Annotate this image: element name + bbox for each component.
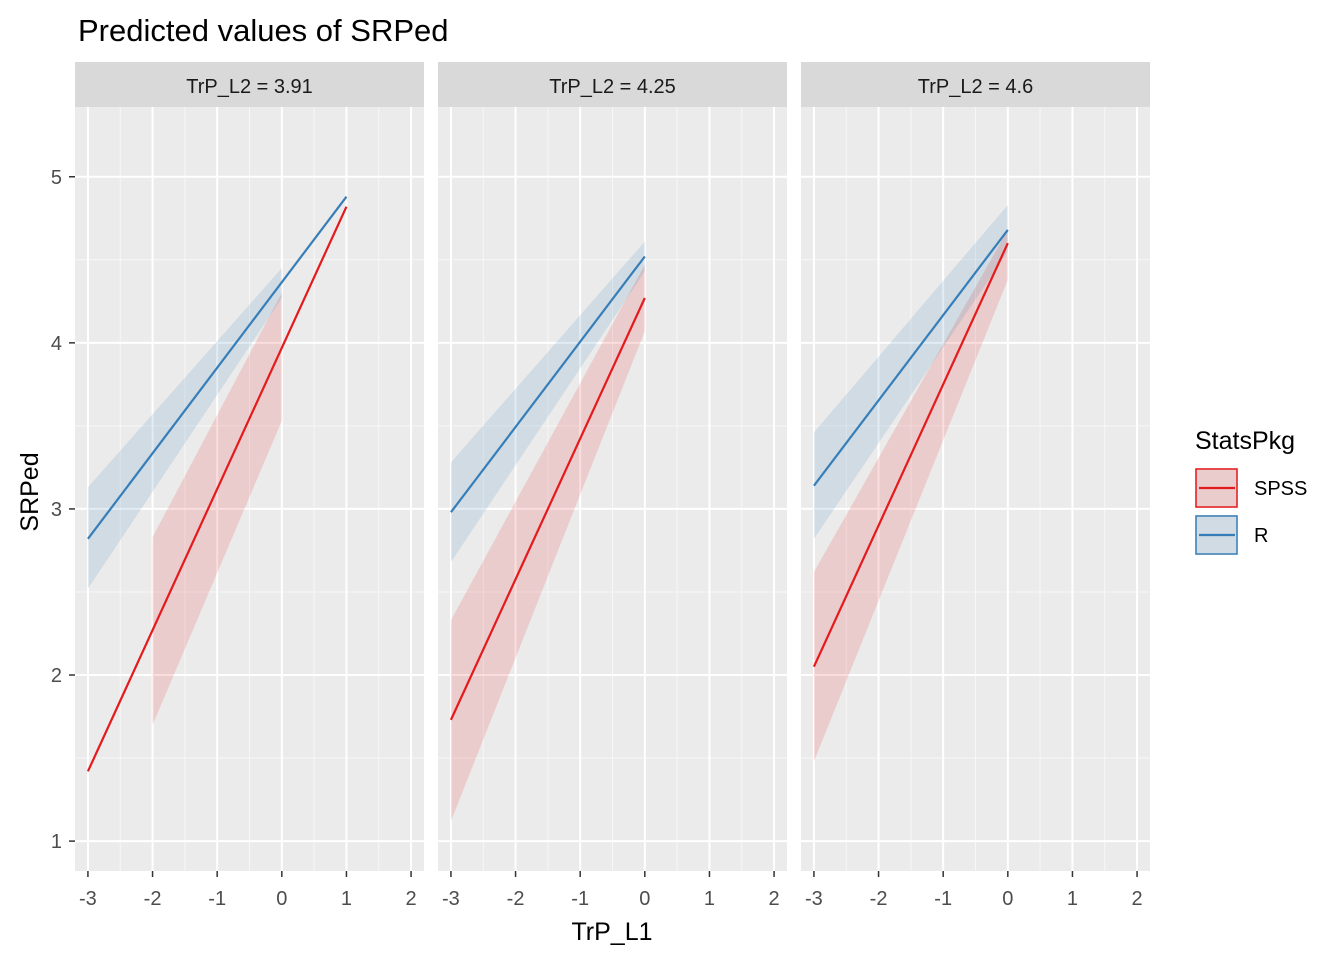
x-tick-label: 1: [1067, 888, 1078, 910]
y-tick-label: 5: [51, 167, 62, 189]
facet-strip: [438, 62, 787, 107]
x-tick-label: -3: [805, 888, 823, 910]
x-tick-label: 0: [276, 888, 287, 910]
legend-item-r: R: [1195, 515, 1268, 555]
facet-panel: TrP_L2 = 4.25 -3 -2 -1 0 1 2: [438, 62, 787, 910]
y-tick-label: 4: [51, 333, 62, 355]
x-tick-label: -3: [442, 888, 460, 910]
x-tick-label: 1: [704, 888, 715, 910]
y-tick-label: 2: [51, 665, 62, 687]
series-line-spss: [86, 206, 348, 772]
x-tick-label: -1: [934, 888, 952, 910]
x-tick-label: 0: [639, 888, 650, 910]
x-axis-title: TrP_L1: [571, 918, 652, 946]
x-tick-label: 0: [1002, 888, 1013, 910]
y-tick-label: 3: [51, 499, 62, 521]
series-line-r: [87, 196, 348, 540]
x-tick-label: 1: [341, 888, 352, 910]
y-axis-title: SRPed: [16, 452, 44, 531]
legend-title: StatsPkg: [1195, 427, 1295, 455]
confidence-band-r: [87, 268, 282, 589]
x-tick-label: -2: [507, 888, 525, 910]
legend: StatsPkg SPSS R: [1195, 427, 1307, 555]
series-line-r: [813, 229, 1009, 487]
facet-strip: [75, 62, 424, 107]
facet-panel: TrP_L2 = 4.6 -3 -2 -1 0 1 2: [801, 62, 1150, 910]
facet-strip-label: TrP_L2 = 4.25: [549, 76, 676, 98]
series-line-spss: [449, 297, 646, 721]
facet-strip-label: TrP_L2 = 3.91: [186, 76, 313, 98]
facet-strip-label: TrP_L2 = 4.6: [918, 76, 1033, 98]
legend-label: R: [1254, 525, 1268, 547]
y-tick-label: 1: [51, 831, 62, 853]
x-tick-label: 2: [1132, 888, 1143, 910]
facet-panels: TrP_L2 = 3.91 -3 -2 -1 0 1 2 TrP_L2 = 4.25 -3 -2 -…: [75, 62, 1150, 910]
confidence-band-spss: [152, 293, 282, 725]
x-tick-label: 2: [769, 888, 780, 910]
chart-title: Predicted values of SRPed: [78, 13, 449, 48]
legend-item-spss: SPSS: [1195, 468, 1307, 508]
y-axis: 1 2 3 4 5: [51, 167, 75, 853]
series-line-spss: [812, 242, 1009, 668]
series-line-r: [450, 255, 646, 513]
facet-strip: [801, 62, 1150, 107]
x-tick-label: -1: [208, 888, 226, 910]
x-tick-label: 2: [406, 888, 417, 910]
legend-label: SPSS: [1254, 478, 1307, 500]
x-tick-label: -1: [571, 888, 589, 910]
x-tick-label: -2: [144, 888, 162, 910]
facet-panel: TrP_L2 = 3.91 -3 -2 -1 0 1 2: [75, 62, 424, 910]
x-tick-label: -3: [79, 888, 97, 910]
confidence-band-spss: [813, 229, 1008, 762]
confidence-band-r: [813, 204, 1008, 539]
x-tick-label: -2: [870, 888, 888, 910]
